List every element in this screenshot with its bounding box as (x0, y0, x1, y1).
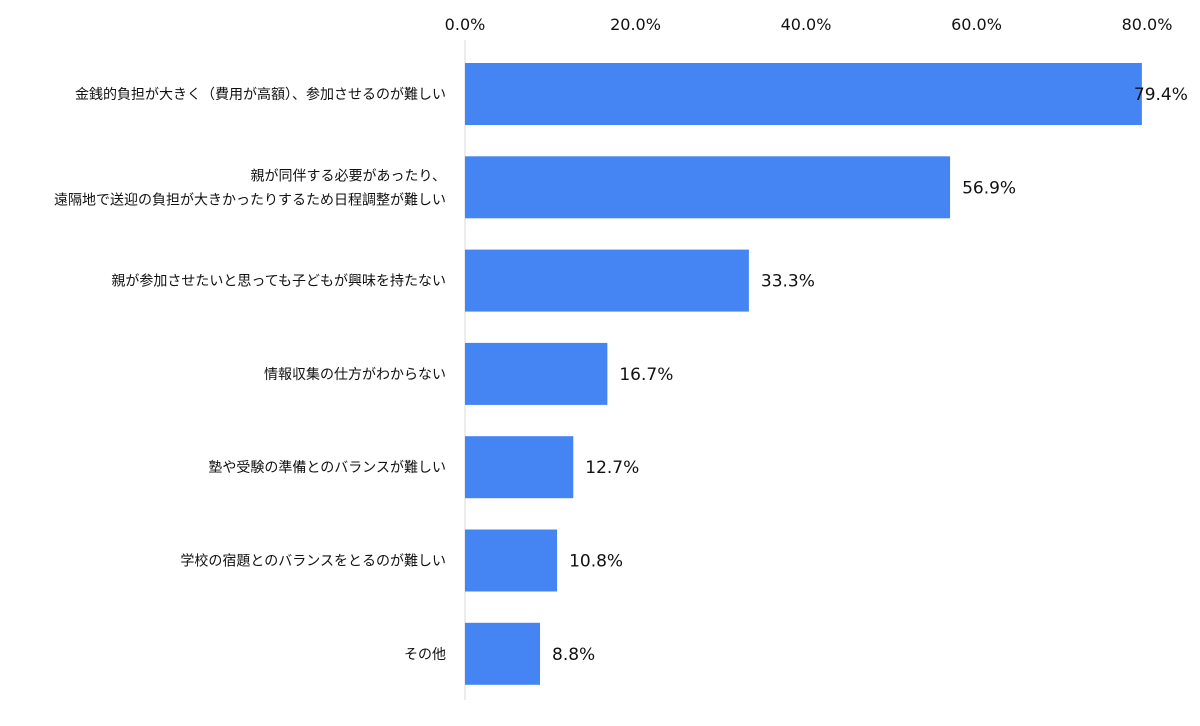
bar (465, 342, 608, 405)
data-label: 8.8% (552, 645, 595, 665)
category-label: 金銭的負担が大きく（費用が高額）、参加させるのが難しい (75, 86, 446, 103)
data-label: 33.3% (761, 272, 815, 292)
data-label: 79.4% (1134, 85, 1188, 105)
bar (465, 156, 951, 219)
bar (465, 249, 749, 312)
category-label: 学校の宿題とのバランスをとるのが難しい (180, 553, 446, 570)
labels-layer: 79.4% 金銭的負担が大きく（費用が高額）、参加させるのが難しい 56.9% 親が同… (54, 85, 1188, 665)
category-label: 情報収集の仕方がわからない (264, 366, 446, 383)
x-tick-label: 20.0% (610, 15, 661, 34)
category-label: 塾や受験の準備とのバランスが難しい (208, 460, 446, 476)
bar (465, 622, 541, 685)
category-label: 遠隔地で送迎の負担が大きかったりするため日程調整が難しい (54, 192, 446, 208)
bar (465, 529, 558, 592)
data-label: 10.8% (569, 552, 623, 572)
axis-layer: 0.0% 20.0% 40.0% 60.0% 80.0% (445, 15, 1173, 700)
data-label: 16.7% (619, 365, 673, 385)
x-tick-label: 60.0% (951, 15, 1002, 34)
data-label: 56.9% (962, 178, 1016, 198)
x-tick-label: 40.0% (781, 15, 832, 34)
bars-layer (465, 63, 1142, 685)
bar (465, 436, 574, 499)
category-label: その他 (404, 647, 446, 663)
category-label: 親が同伴する必要があったり、 (251, 168, 446, 184)
x-tick-label: 0.0% (445, 15, 486, 34)
data-label: 12.7% (585, 458, 639, 478)
category-label: 親が参加させたいと思っても子どもが興味を持たない (111, 273, 446, 290)
bar (465, 63, 1142, 125)
x-tick-label: 80.0% (1122, 15, 1173, 34)
